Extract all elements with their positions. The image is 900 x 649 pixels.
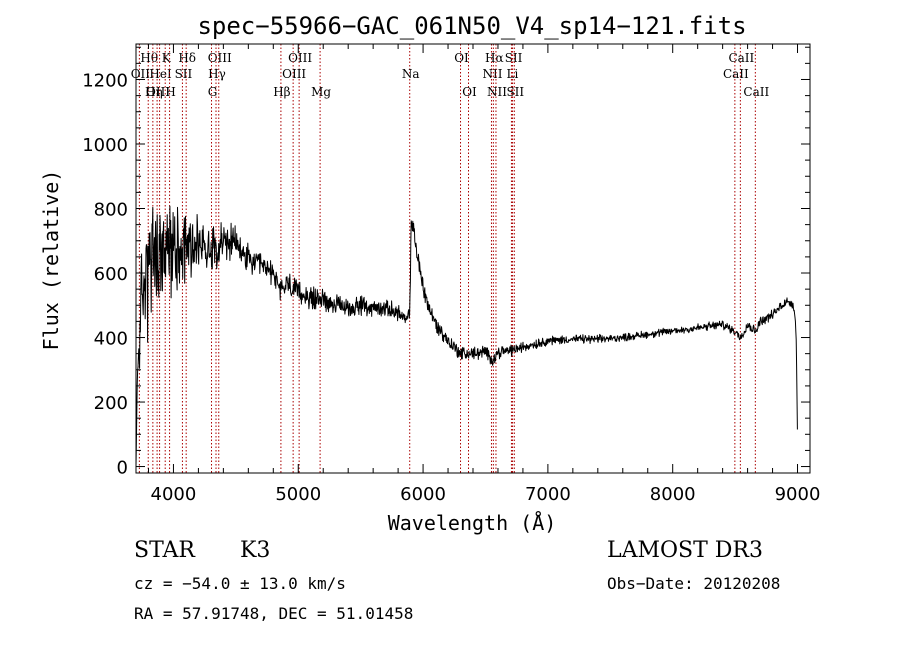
plot-title: spec−55966−GAC_061N50_V4_sp14−121.fits [197,12,746,40]
y-tick-label-2: 400 [94,329,128,350]
line-marker-label-22: Li [507,67,519,81]
line-marker-label-13: OIII [282,67,306,81]
x-tick-label-1: 5000 [275,484,321,505]
line-marker-label-24: SII [506,85,524,99]
x-tick-label-0: 4000 [151,484,197,505]
obs-date: Obs−Date: 20120208 [607,574,781,593]
x-tick-label-4: 8000 [650,484,696,505]
axes: 4000 5000 6000 7000 8000 9000 0 200 400 600 800 100… [82,43,821,505]
line-marker-label-18: OI [462,85,477,99]
line-marker-label-10: Hγ [208,67,226,81]
plot-frame [135,43,811,474]
line-marker-label-14: Hβ [273,85,290,99]
line-marker-label-15: Mg [311,85,331,99]
y-axis-label: Flux (relative) [39,170,63,351]
x-tick-label-3: 7000 [525,484,571,505]
line-marker-label-19: Hα [485,51,504,65]
y-tick-label-0: 0 [117,458,128,479]
line-marker-label-26: CaII [723,67,749,81]
spectrum-line [135,205,798,467]
coordinates: RA = 57.91748, DEC = 51.01458 [134,604,414,623]
line-marker-label-3: Hη [145,85,163,99]
line-marker-label-9: OIII [208,51,232,65]
line-marker-label-20: SII [505,51,523,65]
line-marker-label-23: NII [487,85,507,99]
line-marker-label-0: Hθ [140,51,158,65]
line-marker-label-12: OIII [288,51,312,65]
object-class: STAR [134,538,195,563]
x-tick-label-5: 9000 [775,484,821,505]
redshift-readout: cz = −54.0 ± 13.0 km/s [134,574,346,593]
line-marker-label-25: CaII [728,51,754,65]
y-tick-label-5: 1000 [82,135,128,156]
line-marker-label-4: K [162,51,172,65]
line-marker-label-16: Na [402,67,420,81]
line-marker-label-21: NII [482,67,502,81]
line-marker-label-11: G [208,85,218,99]
x-tick-label-2: 6000 [400,484,446,505]
line-marker-label-8: SII [175,67,193,81]
line-marker-label-6: H [165,85,175,99]
survey-name: LAMOST DR3 [607,538,763,563]
line-marker-label-17: OI [454,51,469,65]
object-subclass: K3 [240,538,271,563]
y-tick-label-1: 200 [94,393,128,414]
x-axis-label: Wavelength (Å) [388,511,557,535]
line-marker-label-7: Hδ [178,51,196,65]
line-marker-label-2: OIII [146,85,170,99]
y-tick-label-4: 800 [94,200,128,221]
line-marker-label-1: OII [131,67,151,81]
line-marker-label-27: CaII [743,85,769,99]
y-tick-label-3: 600 [94,264,128,285]
line-marker-label-5: HeI [149,67,172,81]
y-tick-label-6: 1200 [82,70,128,91]
